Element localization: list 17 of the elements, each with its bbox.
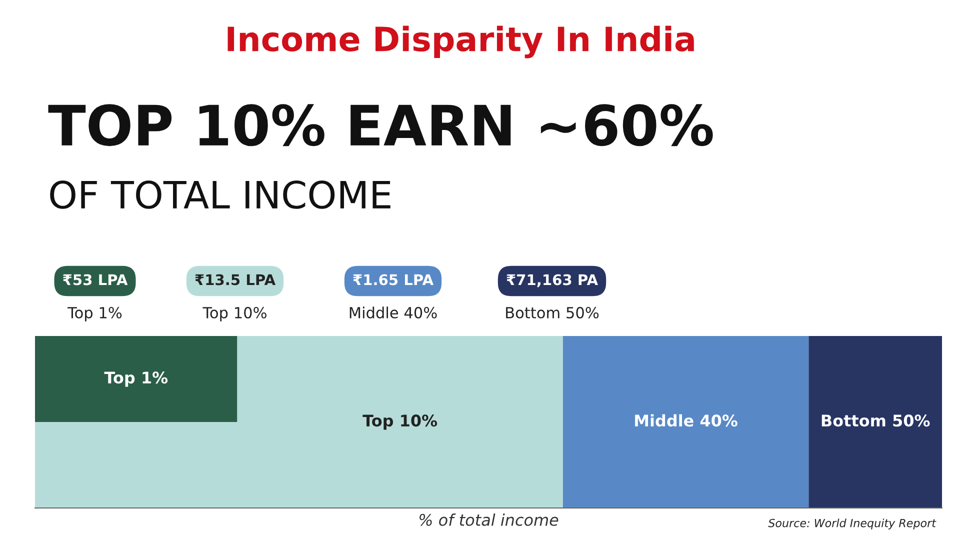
series-label: Bottom 50% (822, 414, 930, 427)
bar (35, 336, 238, 422)
source-note: Source: World Inequity Report (768, 518, 936, 530)
text: Top 1% (68, 306, 122, 322)
chart-subtitle: TOP 10% EARN ~60% OF TOTAL INCOME (48, 104, 713, 209)
series-label: Top 10% (362, 414, 438, 430)
x-axis-title: % of total income (420, 514, 558, 526)
text: Middle 40% (350, 306, 437, 318)
series-label: Middle 40% (635, 414, 738, 427)
chart-title: Income Disparity In India (228, 26, 694, 58)
text: ₹53 LPA (63, 274, 128, 286)
text: ₹13.5 LPA (195, 274, 276, 286)
text: Top 10% (202, 306, 266, 322)
series-label: Top 1% (104, 372, 168, 387)
text: ₹71,163 PA (506, 274, 598, 288)
text: ₹1.65 LPA (353, 274, 434, 286)
text: Bottom 50% (506, 306, 599, 318)
